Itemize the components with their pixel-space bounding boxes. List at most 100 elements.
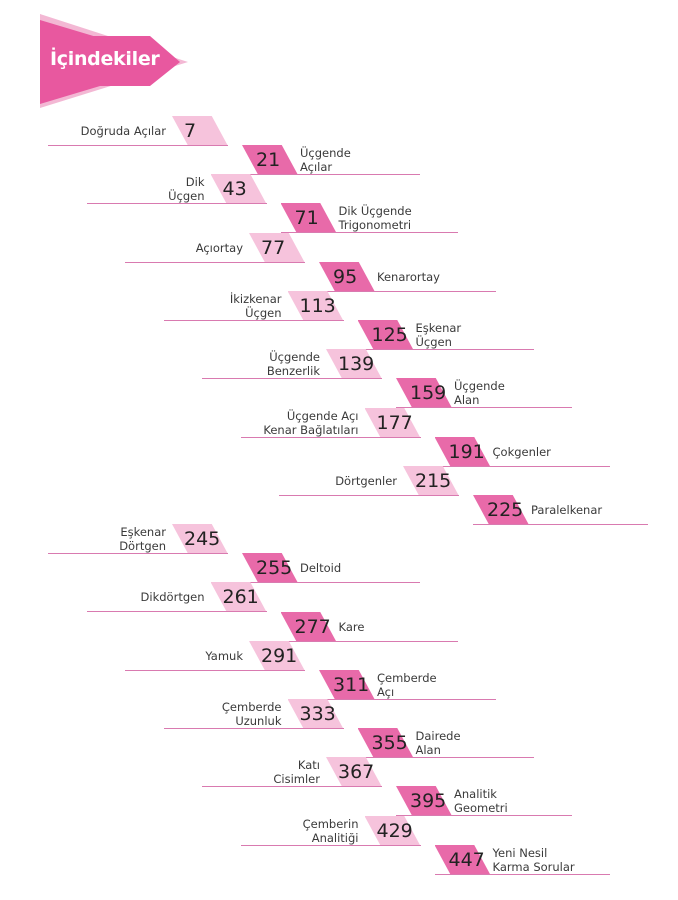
chapter-title: Deltoid (300, 553, 341, 583)
chapter-title-line: Deltoid (300, 561, 342, 575)
page-number: 311 (333, 674, 370, 696)
chapter-title-line: Çemberin (302, 817, 359, 831)
toc-banner: İçindekiler (40, 14, 190, 108)
chapter-title: Dairede Alan (416, 728, 461, 758)
rule-line (319, 291, 496, 292)
chapter-title: Dik Üçgen (168, 174, 204, 204)
rule-line (280, 232, 458, 233)
chapter-title-line: Analitiği (311, 831, 359, 845)
toc-entry: 225 Paralelkenar (0, 495, 678, 529)
toc-entry: 255 Deltoid (0, 553, 678, 587)
chapter-title: Kenarortay (377, 262, 440, 292)
chapter-title: Eşkenar Dörtgen (119, 524, 166, 554)
toc-entry: 429 Çemberin Analitiği (0, 816, 678, 850)
toc-entry: 7 Doğruda Açılar (0, 116, 678, 150)
chapter-title-line: Trigonometri (338, 218, 412, 232)
chapter-title-line: Benzerlik (266, 364, 320, 378)
toc-entry: 291 Yamuk (0, 641, 678, 675)
page-number: 447 (448, 849, 485, 871)
chapter-title-line: Dairede (415, 729, 461, 743)
chapter-title-line: Eşkenar (415, 321, 462, 335)
toc-entry: 177 Üçgende Açı Kenar Bağlatıları (0, 408, 678, 442)
chapter-title: Çokgenler (493, 437, 551, 467)
toc-entry: 159 Üçgende Alan (0, 378, 678, 412)
chapter-title: Dik Üçgende Trigonometri (339, 203, 412, 233)
chapter-title-line: Alan (454, 393, 480, 407)
chapter-title: İkizkenar Üçgen (230, 291, 282, 321)
rule-line (396, 815, 572, 816)
page-number: 215 (415, 470, 452, 492)
chapter-title-line: Kare (338, 620, 365, 634)
chapter-title-line: Karma Sorular (492, 860, 575, 874)
toc-entry: 21 Üçgende Açılar (0, 145, 678, 179)
chapter-title-line: Açıortay (195, 241, 243, 255)
chapter-title-line: Kenar Bağlatıları (263, 423, 359, 437)
toc-entry: 333 Çemberde Uzunluk (0, 699, 678, 733)
chapter-title-line: Cisimler (273, 772, 320, 786)
chapter-title-line: Uzunluk (235, 714, 282, 728)
chapter-title-line: Dörtgenler (335, 474, 397, 488)
toc-entry: 71 Dik Üçgende Trigonometri (0, 203, 678, 237)
page-number: 395 (410, 790, 447, 812)
chapter-title-line: Kenarortay (377, 270, 440, 284)
page-number: 7 (184, 120, 197, 142)
rule-line (125, 262, 305, 263)
chapter-title: Çemberde Uzunluk (222, 699, 282, 729)
rule-line (357, 349, 534, 350)
page-number: 429 (376, 820, 413, 842)
toc-entry: 261 Dikdörtgen (0, 582, 678, 616)
toc-entry: 191 Çokgenler (0, 437, 678, 471)
page-number: 95 (333, 266, 358, 288)
chapter-title-line: Alan (415, 743, 441, 757)
toc-entry: 277 Kare (0, 612, 678, 646)
chapter-title: Çemberin Analitiği (303, 816, 359, 846)
page-number: 177 (376, 412, 413, 434)
page-number-tab (172, 116, 228, 146)
chapter-title: Üçgende Açı Kenar Bağlatıları (263, 408, 358, 438)
chapter-title: Üçgende Açılar (300, 145, 351, 175)
chapter-title-line: Üçgende (300, 146, 351, 160)
chapter-title-line: Eşkenar (120, 525, 166, 539)
page-number: 77 (261, 237, 286, 259)
chapter-title-line: Çokgenler (492, 445, 551, 459)
chapter-title-line: Açılar (300, 160, 333, 174)
toc-entry: 43 Dik Üçgen (0, 174, 678, 208)
rule-line (240, 437, 421, 438)
page-number: 71 (294, 207, 319, 229)
rule-line (48, 145, 228, 146)
toc-entry: 125 Eşkenar Üçgen (0, 320, 678, 354)
page-number: 21 (256, 149, 281, 171)
page-number: 43 (222, 178, 247, 200)
chapter-title-line: İkizkenar (229, 292, 282, 306)
rule-line (86, 611, 267, 612)
chapter-title-line: Doğruda Açılar (80, 124, 166, 138)
rule-line (280, 641, 458, 642)
rule-line (279, 495, 459, 496)
rule-line (242, 582, 420, 583)
chapter-title-line: Çemberde (377, 671, 437, 685)
chapter-title: Paralelkenar (531, 495, 602, 525)
toc-entry: 311 Çemberde Açı (0, 670, 678, 704)
chapter-title: Yeni Nesil Karma Sorular (493, 845, 575, 875)
chapter-title-line: Üçgen (168, 189, 205, 203)
chapter-title: Dörtgenler (335, 466, 397, 496)
chapter-title: Çemberde Açı (377, 670, 437, 700)
page-number: 159 (410, 382, 447, 404)
toc-entry: 95 Kenarortay (0, 262, 678, 296)
page-number: 355 (371, 732, 408, 754)
page-number: 139 (338, 353, 375, 375)
rule-line (242, 174, 420, 175)
chapter-title: Kare (339, 612, 365, 642)
page-number: 225 (487, 499, 524, 521)
chapter-title: Üçgende Alan (454, 378, 505, 408)
rule-line (48, 553, 228, 554)
chapter-title-line: Paralelkenar (531, 503, 603, 517)
chapter-title: Analitik Geometri (454, 786, 508, 816)
chapter-title-line: Dörtgen (119, 539, 166, 553)
chapter-title-line: Üçgende (269, 350, 320, 364)
rule-line (240, 845, 421, 846)
toc-entry: 355 Dairede Alan (0, 728, 678, 762)
rule-line (396, 407, 572, 408)
toc-entry: 113 İkizkenar Üçgen (0, 291, 678, 325)
page-number: 261 (222, 586, 259, 608)
